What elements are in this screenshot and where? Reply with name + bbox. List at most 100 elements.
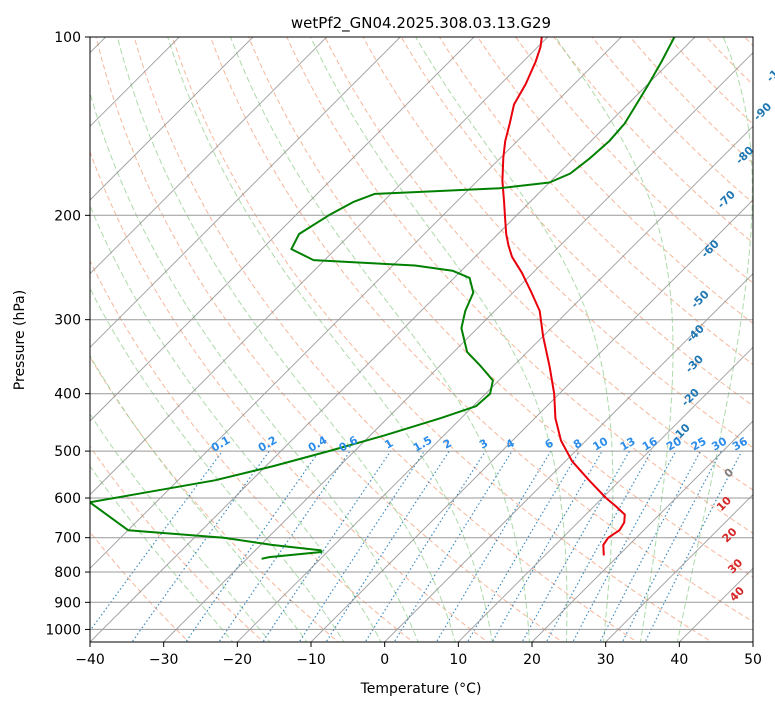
y-tick-label: 1000 xyxy=(45,622,81,638)
y-tick-label: 700 xyxy=(54,531,81,547)
dry-adiabat-label: 30 xyxy=(725,556,745,576)
y-tick-label: 900 xyxy=(54,595,81,611)
moist-adiabat-line xyxy=(90,465,234,642)
dry-adiabat-label: 10 xyxy=(714,494,734,514)
mixing-ratio-line xyxy=(218,450,351,642)
moist-adiabat-line xyxy=(554,37,674,642)
dry-adiabat-line xyxy=(171,37,713,642)
x-tick-label: 50 xyxy=(744,652,762,668)
x-tick-label: 10 xyxy=(449,652,467,668)
mixing-ratio-line xyxy=(364,450,486,642)
isotherm-line xyxy=(604,493,753,642)
isotherm-line xyxy=(236,125,753,642)
y-axis: 100 200 300 400 500 600 700 800 900 1000 xyxy=(45,30,90,638)
y-tick-label: 400 xyxy=(54,387,81,403)
isotherm-line xyxy=(90,37,696,642)
dry-adiabat-label: 40 xyxy=(727,584,747,604)
moist-adiabat-line xyxy=(415,37,614,642)
dry-adiabat-line xyxy=(553,37,753,244)
gridlines xyxy=(90,37,753,642)
dry-adiabat-line xyxy=(324,37,753,491)
x-tick-label: −30 xyxy=(149,652,179,668)
moist-adiabat-line xyxy=(90,204,382,642)
moist-adiabat-line xyxy=(310,37,568,642)
dry-adiabat-line xyxy=(770,24,775,645)
dry-adiabat-line xyxy=(90,150,489,642)
dewpoint-profile-line xyxy=(90,37,676,560)
dry-adiabat-label: -90 xyxy=(751,100,774,123)
y-axis-label: Pressure (hPa) xyxy=(12,290,28,390)
isotherm-line xyxy=(162,51,753,642)
plot-frame xyxy=(89,36,754,643)
moist-adiabat-line xyxy=(90,354,308,642)
isotherm-line xyxy=(90,37,402,349)
mixing-ratio-line xyxy=(572,450,677,642)
dry-adiabat-line xyxy=(133,37,638,642)
dry-adiabat-label: -70 xyxy=(715,188,738,211)
mixing-ratio-line xyxy=(185,450,320,642)
dry-adiabat-line xyxy=(400,37,753,407)
mixing-ratio-label: 6 xyxy=(543,436,556,451)
chart-title: wetPf2_GN04.2025.308.03.13.G29 xyxy=(291,14,551,33)
moist-adiabat-line xyxy=(90,413,271,642)
dry-adiabat-line xyxy=(90,259,414,642)
isotherm-line xyxy=(90,37,623,570)
mixing-ratio-line xyxy=(599,450,702,642)
y-tick-label: 200 xyxy=(54,208,81,224)
dry-adiabat-label: 20 xyxy=(720,525,740,545)
isotherm-line xyxy=(90,37,475,422)
dry-adiabat-label: -50 xyxy=(689,288,712,311)
dry-adiabat-line xyxy=(248,37,753,578)
mixing-ratio-line xyxy=(298,450,425,642)
background-lines xyxy=(90,24,775,645)
mixing-ratio-line xyxy=(131,450,270,642)
moist-adiabat-line xyxy=(229,37,530,642)
mixing-ratio-line xyxy=(644,450,743,642)
x-axis: −40 −30 −20 −10 0 10 20 30 40 50 xyxy=(75,642,762,668)
moist-adiabat-line xyxy=(90,91,419,642)
x-tick-label: 20 xyxy=(523,652,541,668)
line-labels: 0.1 0.2 0.4 0.6 1 1.5 2 3 4 6 8 10 13 16 20 25 30 36-100-… xyxy=(209,56,775,604)
temperature-profile-line xyxy=(501,37,626,556)
x-tick-label: −20 xyxy=(223,652,253,668)
mixing-ratio-label: 4 xyxy=(504,436,517,451)
moist-adiabat-line xyxy=(116,37,456,642)
x-tick-label: 0 xyxy=(380,652,389,668)
mixing-ratio-line xyxy=(262,450,392,642)
mixing-ratio-line xyxy=(325,450,450,642)
moist-adiabat-line xyxy=(167,37,493,642)
dry-adiabat-label: -20 xyxy=(679,386,702,409)
isotherm-line xyxy=(457,346,753,642)
dry-adiabat-line xyxy=(362,37,753,449)
isotherm-line xyxy=(383,272,753,642)
series-layer xyxy=(90,37,676,560)
y-tick-label: 800 xyxy=(54,565,81,581)
dry-adiabat-line xyxy=(90,356,340,642)
dry-adiabat-line xyxy=(90,531,190,642)
dry-adiabat-label: -30 xyxy=(683,352,706,375)
dry-adiabat-label: 0 xyxy=(722,466,737,481)
dry-adiabat-label: -100 xyxy=(764,56,775,85)
x-tick-label: 30 xyxy=(597,652,615,668)
dry-adiabat-line xyxy=(90,445,265,642)
isotherm-line xyxy=(90,37,328,275)
y-tick-label: 100 xyxy=(54,30,81,46)
x-tick-label: 40 xyxy=(670,652,688,668)
isotherm-line xyxy=(531,420,753,642)
y-tick-label: 300 xyxy=(54,313,81,329)
mixing-ratio-line xyxy=(393,450,513,642)
dry-adiabat-line xyxy=(438,37,753,366)
dry-adiabat-line xyxy=(515,37,753,284)
x-tick-label: −40 xyxy=(75,652,105,668)
mixing-ratio-line xyxy=(621,450,722,642)
moist-adiabat-line xyxy=(90,287,345,642)
isotherm-line xyxy=(310,199,753,642)
y-tick-label: 600 xyxy=(54,491,81,507)
mixing-ratio-label: 2 xyxy=(441,437,454,452)
x-axis-label: Temperature (°C) xyxy=(360,681,482,697)
dry-adiabat-line xyxy=(286,37,753,534)
mixing-ratio-line xyxy=(90,450,223,632)
mixing-ratio-label: 3 xyxy=(477,437,490,452)
isotherm-line xyxy=(90,37,549,496)
